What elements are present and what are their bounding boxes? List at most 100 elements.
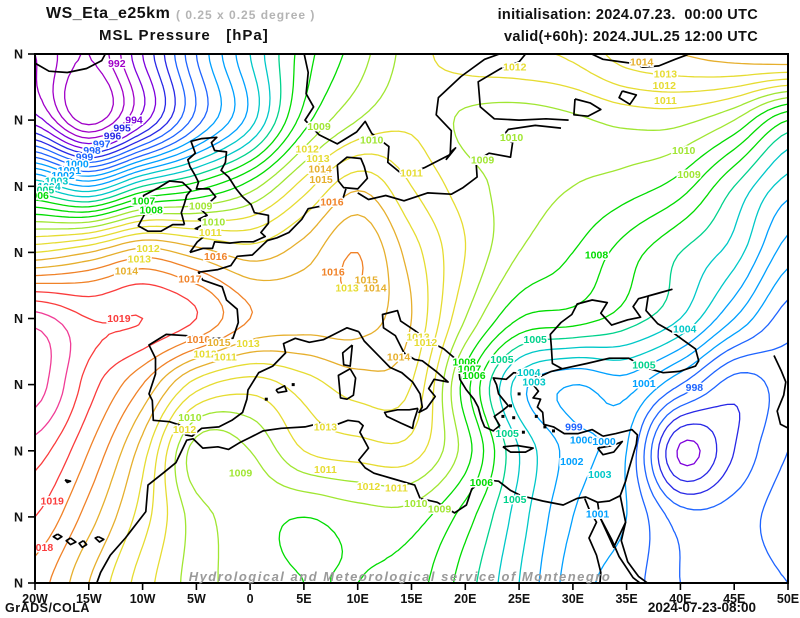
island-dot xyxy=(517,392,521,396)
isobar-label: 1013 xyxy=(335,283,359,295)
x-axis-label: 10W xyxy=(130,592,156,606)
isobar-label: 1012 xyxy=(173,424,197,436)
x-axis-label: 5E xyxy=(296,592,311,606)
x-axis-label: 35E xyxy=(615,592,637,606)
island-dot xyxy=(534,414,538,418)
creation-timestamp: 2024-07-23-08:00 xyxy=(647,600,756,615)
model-name: WS_Eta_e25km xyxy=(46,5,171,22)
isobar-1002 xyxy=(35,54,788,583)
coastline xyxy=(358,309,563,432)
chart-title: MSL Pressure [hPa] xyxy=(99,27,269,44)
isobar-label: 1007 xyxy=(458,363,482,375)
isobar-label: 999 xyxy=(565,421,583,433)
isobar-label: 1000 xyxy=(592,436,616,448)
isobar-label: 1009 xyxy=(471,154,495,166)
init-time: initialisation: 2024.07.23. 00:00 UTC xyxy=(497,7,758,23)
isobar-label: 1014 xyxy=(630,56,654,68)
isobar-label: 1017 xyxy=(178,273,202,285)
isobar-label: 1010 xyxy=(404,498,428,510)
isobar-label: 996 xyxy=(104,131,122,143)
y-axis-label: N xyxy=(14,577,23,591)
isobar-label: 1011 xyxy=(214,351,237,363)
isobar-label: 1018 xyxy=(30,542,54,554)
coastline xyxy=(596,502,642,583)
x-axis-label: 5W xyxy=(187,592,206,606)
y-axis-label: N xyxy=(14,180,23,194)
isobar-label: 1003 xyxy=(45,176,69,188)
isobar-label: 1001 xyxy=(58,165,82,177)
isobar-994 xyxy=(35,54,701,467)
isobar-label: 1003 xyxy=(588,469,612,481)
isobar-label: 1015 xyxy=(355,275,379,287)
isobar-label: 1001 xyxy=(586,509,610,521)
x-axis-label: 40E xyxy=(669,592,691,606)
isobar-label: 1000 xyxy=(65,158,89,170)
valid-time: valid(+60h): 2024.JUL.25 12:00 UTC xyxy=(504,29,758,45)
coastline xyxy=(148,188,360,438)
isobar-label: 1005 xyxy=(524,334,548,346)
isobar-label: 997 xyxy=(93,138,111,150)
isobar-1016 xyxy=(35,251,364,583)
coastline xyxy=(65,537,77,546)
isobar-label: 1013 xyxy=(314,421,338,433)
isobar-label: 1004 xyxy=(37,181,61,193)
isobar-label: 1019 xyxy=(41,496,65,508)
isobar-label: 1003 xyxy=(522,377,546,389)
isobar-label: 1012 xyxy=(503,62,527,74)
y-axis-label: N xyxy=(14,48,23,62)
isobar-label: 992 xyxy=(108,58,126,70)
isobar-label: 1000 xyxy=(570,435,594,447)
y-axis-label: N xyxy=(14,114,23,128)
coastline xyxy=(186,136,270,254)
isobar-label: 1013 xyxy=(406,332,430,344)
isobar-1015 xyxy=(35,214,390,583)
isobar-993 xyxy=(35,54,146,145)
coastline xyxy=(78,539,88,549)
x-axis-label: 15W xyxy=(76,592,102,606)
island-dot xyxy=(512,416,516,420)
isobar-label: 1004 xyxy=(517,367,541,379)
isobar-1021 xyxy=(35,327,52,409)
isobar-label: 1012 xyxy=(653,80,677,92)
isobar-1019 xyxy=(35,300,144,472)
isobar-997 xyxy=(35,54,771,511)
isobar-label: 998 xyxy=(83,145,101,157)
isobar-label: 1009 xyxy=(677,169,701,181)
coastline xyxy=(477,54,569,121)
isobar-label: 1016 xyxy=(187,334,211,346)
isobar-label: 1016 xyxy=(320,197,344,209)
coastline xyxy=(383,407,419,430)
isobar-label: 1010 xyxy=(360,135,384,147)
isobar-label: 1009 xyxy=(229,468,253,480)
coastline xyxy=(35,54,107,74)
isobar-999 xyxy=(35,54,788,583)
x-axis-label: 15E xyxy=(400,592,422,606)
isobar-label: 1008 xyxy=(453,357,477,369)
isobar-label: 1005 xyxy=(632,359,656,371)
island-dot xyxy=(552,429,555,433)
x-axis-label: 0 xyxy=(247,592,254,606)
isobar-label: 1013 xyxy=(654,68,678,80)
coastline xyxy=(336,156,369,190)
isobar-label: 1013 xyxy=(128,254,152,266)
coastline xyxy=(94,535,105,543)
model-resolution: ( 0.25 x 0.25 degree ) xyxy=(176,8,316,22)
isobar-label: 1011 xyxy=(654,95,677,107)
isobar-label: 1005 xyxy=(31,185,55,197)
island-dot xyxy=(291,383,295,387)
isobar-label: 995 xyxy=(113,123,131,135)
isobar-label: 1015 xyxy=(207,337,231,349)
isobar-label: 1011 xyxy=(314,464,337,476)
coastline xyxy=(773,355,788,429)
coastline xyxy=(573,98,602,118)
y-axis-label: N xyxy=(14,444,23,458)
island-dot xyxy=(509,404,512,408)
coastline xyxy=(357,124,562,202)
coastline xyxy=(549,288,700,374)
isobar-1020 xyxy=(35,311,72,436)
coastline xyxy=(618,90,638,106)
y-axis-label: N xyxy=(14,378,23,392)
island-dot xyxy=(543,425,547,429)
isobar-label: 1009 xyxy=(307,121,331,133)
